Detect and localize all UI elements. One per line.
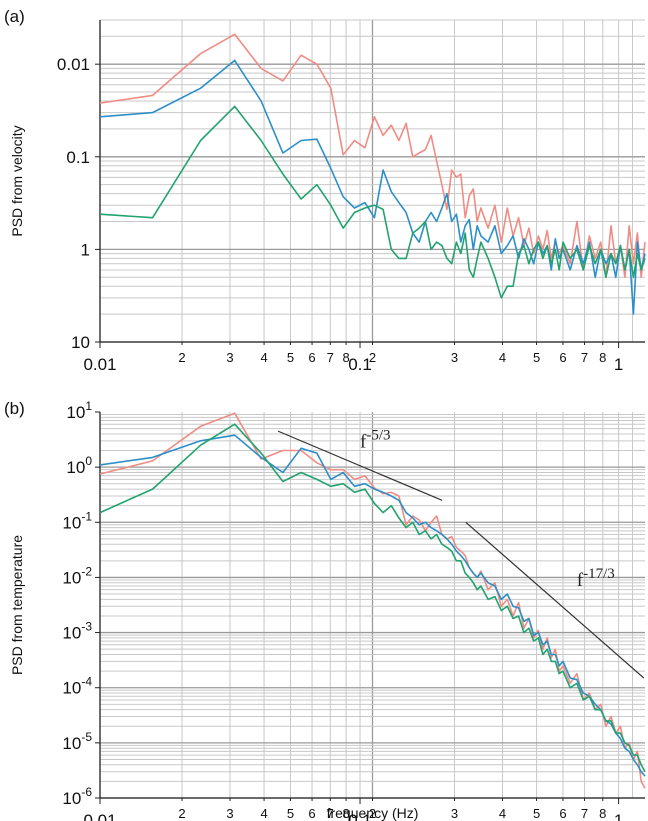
y-tick-label: 1 bbox=[81, 240, 90, 259]
series-line-3 bbox=[99, 423, 646, 773]
x-tick-label: 0.01 bbox=[83, 811, 116, 821]
x-tick-label: 8 bbox=[599, 806, 606, 821]
x-gridlines bbox=[99, 20, 634, 342]
x-tick-label: 4 bbox=[499, 806, 506, 821]
y-tick-label: 101 bbox=[66, 399, 92, 422]
series-line-1 bbox=[99, 33, 646, 279]
slope-annotations: f-5/3 f-17/3 bbox=[277, 428, 645, 679]
x-tick-label: 7 bbox=[581, 806, 588, 821]
y-tick-label: 10 bbox=[71, 333, 90, 352]
y-tick-label: 0.1 bbox=[66, 148, 90, 167]
x-tick-label: 3 bbox=[451, 350, 458, 365]
y-tick-label: 10-3 bbox=[62, 620, 92, 643]
y-tick-label: 10-6 bbox=[62, 785, 92, 808]
x-tick-label: 3 bbox=[451, 806, 458, 821]
x-tick-label: 0.01 bbox=[83, 355, 116, 374]
x-tick-label: 1 bbox=[614, 811, 623, 821]
x-tick-label: 6 bbox=[559, 806, 566, 821]
series-group bbox=[99, 33, 646, 315]
x-tick-label: 3 bbox=[226, 806, 233, 821]
y-tick-label: 0.01 bbox=[57, 55, 90, 74]
x-tick-label: 4 bbox=[499, 350, 506, 365]
x-tick-label: 5 bbox=[287, 806, 294, 821]
x-tick-label: 4 bbox=[260, 806, 267, 821]
slope-label-2: f-17/3 bbox=[577, 566, 615, 591]
x-tick-label: 2 bbox=[178, 806, 185, 821]
x-tick-label: 4 bbox=[260, 350, 267, 365]
x-tick-label: 8 bbox=[599, 350, 606, 365]
y-tick-label: 10-5 bbox=[62, 730, 92, 753]
x-axis-label: frequency (Hz) bbox=[327, 805, 419, 821]
y-tick-labels: 101 100 10-1 10-2 10-3 10-4 10-5 10-6 bbox=[62, 399, 100, 808]
x-tick-label: 2 bbox=[369, 350, 376, 365]
y-tick-label: 10-4 bbox=[62, 675, 92, 698]
x-tick-label: 2 bbox=[178, 350, 185, 365]
panel-label: (a) bbox=[4, 7, 25, 26]
slope-line-1 bbox=[277, 430, 443, 501]
series-line-3 bbox=[99, 105, 646, 299]
panel-label: (b) bbox=[4, 399, 25, 418]
x-tick-label: 7 bbox=[581, 350, 588, 365]
series-group bbox=[99, 412, 646, 789]
x-tick-label: 5 bbox=[533, 806, 540, 821]
y-tick-label: 10-2 bbox=[62, 564, 92, 587]
x-tick-label: 6 bbox=[308, 350, 315, 365]
x-tick-label: 8 bbox=[342, 350, 349, 365]
y-axis-label: PSD from temperature bbox=[9, 535, 25, 675]
y-tick-labels: 0.01 0.1 1 10 bbox=[57, 55, 100, 352]
series-line-2 bbox=[99, 59, 646, 315]
y-gridlines bbox=[100, 19, 645, 343]
x-tick-label: 7 bbox=[327, 806, 334, 821]
x-tick-label: 3 bbox=[226, 350, 233, 365]
x-tick-label: 5 bbox=[533, 350, 540, 365]
x-tick-label: 5 bbox=[287, 350, 294, 365]
x-tick-labels: 0.01 2 3 4 5 6 7 80.12 3 4 5 6 7 8 1 bbox=[83, 342, 623, 374]
slope-line-2 bbox=[465, 521, 645, 679]
x-tick-labels: 0.01 2 3 4 5 6 7 80.12 3 4 5 6 7 8 1 bbox=[83, 798, 623, 821]
x-tick-label: 6 bbox=[559, 350, 566, 365]
x-tick-label: 6 bbox=[308, 806, 315, 821]
y-axis-label: PSD from velocity bbox=[9, 125, 25, 236]
x-tick-label: 0.1 bbox=[348, 355, 372, 374]
x-tick-label: 2 bbox=[369, 806, 376, 821]
series-line-2 bbox=[99, 434, 646, 777]
x-tick-label: 8 bbox=[342, 806, 349, 821]
y-tick-label: 100 bbox=[66, 454, 92, 477]
x-tick-label: 0.1 bbox=[348, 811, 372, 821]
x-tick-label: 7 bbox=[327, 350, 334, 365]
slope-label-1: f-5/3 bbox=[360, 428, 391, 453]
y-tick-label: 10-1 bbox=[62, 509, 92, 532]
x-tick-label: 1 bbox=[614, 355, 623, 374]
panel-b-temperature-psd: 0.01 2 3 4 5 6 7 80.12 3 4 5 6 7 8 110110010-110-210-3… bbox=[4, 399, 646, 821]
